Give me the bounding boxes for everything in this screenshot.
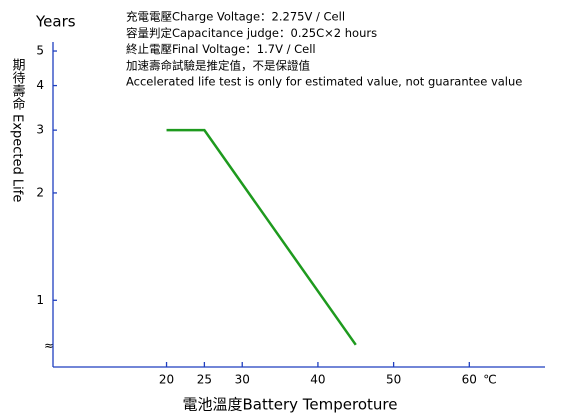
x-tick-label: 30 — [235, 373, 250, 387]
note: 容量判定Capacitance judge：0.25C×2 hours — [126, 26, 377, 40]
note: 充電電壓Charge Voltage：2.275V / Cell — [126, 10, 345, 24]
y-tick-label: 4 — [36, 78, 44, 92]
x-tick-label: 20 — [159, 373, 174, 387]
axis-break: ≈ — [44, 339, 54, 353]
note: 加速壽命試驗是推定值，不是保證值 — [126, 58, 310, 72]
note: Accelerated life test is only for estima… — [126, 75, 522, 89]
x-tick-label: 60 — [462, 373, 477, 387]
y-tick-label: 1 — [36, 293, 44, 307]
line-series — [166, 128, 357, 346]
y-tick-label: 2 — [36, 185, 44, 199]
x-tick-label: 50 — [386, 373, 401, 387]
x-tick-label: 40 — [310, 373, 325, 387]
x-tick-label: 25 — [197, 373, 212, 387]
x-axis-label: 電池溫度Battery Temperoture — [183, 396, 398, 414]
y-tick-label: 3 — [36, 123, 44, 137]
note: 終止電壓Final Voltage：1.7V / Cell — [126, 42, 316, 56]
y-unit: Years — [35, 13, 76, 31]
y-axis-label: 期待壽命 Expected Life — [10, 58, 26, 202]
y-tick-label: 5 — [36, 44, 44, 58]
x-unit: ℃ — [483, 373, 496, 387]
